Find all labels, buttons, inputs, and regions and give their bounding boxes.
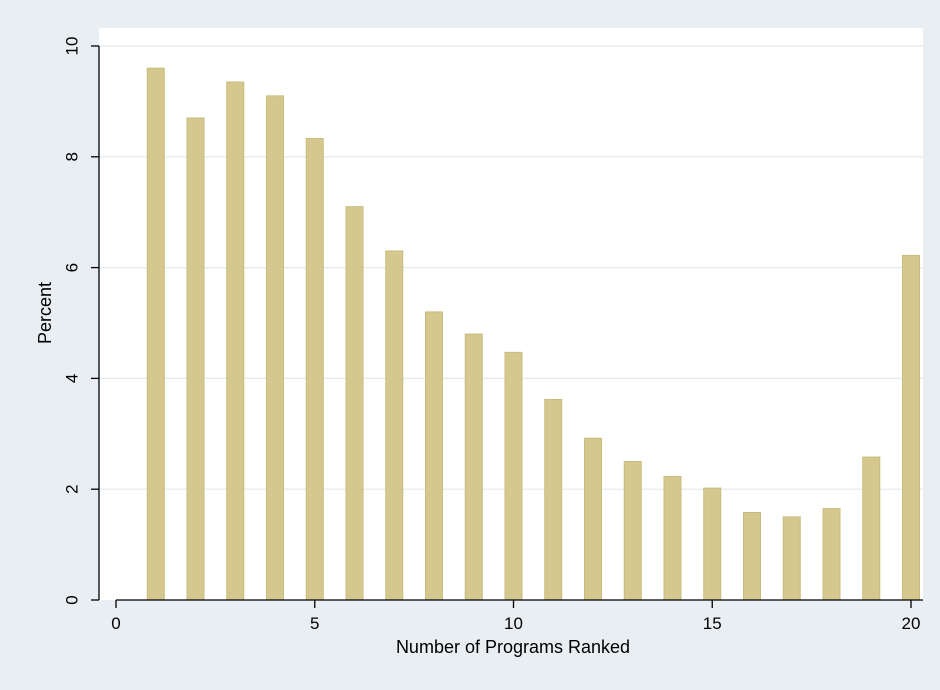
bar [584, 437, 602, 601]
ticks: 0 5 10 15 20 0 2 4 6 8 10 [63, 37, 921, 633]
bar [464, 333, 483, 601]
bar [663, 475, 682, 601]
x-axis-title: Number of Programs Ranked [396, 637, 630, 657]
bar [902, 254, 920, 601]
x-tick-label: 0 [111, 614, 120, 633]
bar [782, 516, 801, 601]
y-tick-label: 8 [63, 152, 82, 161]
bar [862, 456, 881, 601]
bar [345, 206, 364, 601]
bar [266, 95, 284, 601]
y-tick-label: 6 [63, 263, 82, 272]
bar [385, 250, 404, 601]
y-tick-label: 0 [63, 595, 82, 604]
bar [146, 67, 165, 601]
bar [226, 81, 245, 601]
x-tick-label: 20 [902, 614, 921, 633]
x-tick-label: 15 [703, 614, 722, 633]
x-tick-label: 5 [310, 614, 319, 633]
bar [703, 487, 722, 601]
y-axis-title: Percent [35, 282, 55, 344]
axes [98, 46, 923, 601]
y-tick-label: 10 [63, 37, 82, 56]
bar [186, 117, 205, 601]
bar [623, 461, 642, 601]
bar [305, 138, 324, 601]
bar [544, 398, 563, 601]
bar [743, 511, 761, 601]
bar [504, 351, 523, 601]
y-tick-label: 4 [63, 374, 82, 383]
bar [425, 311, 443, 601]
y-tick-label: 2 [63, 484, 82, 493]
bar [822, 508, 841, 601]
x-tick-label: 10 [504, 614, 523, 633]
